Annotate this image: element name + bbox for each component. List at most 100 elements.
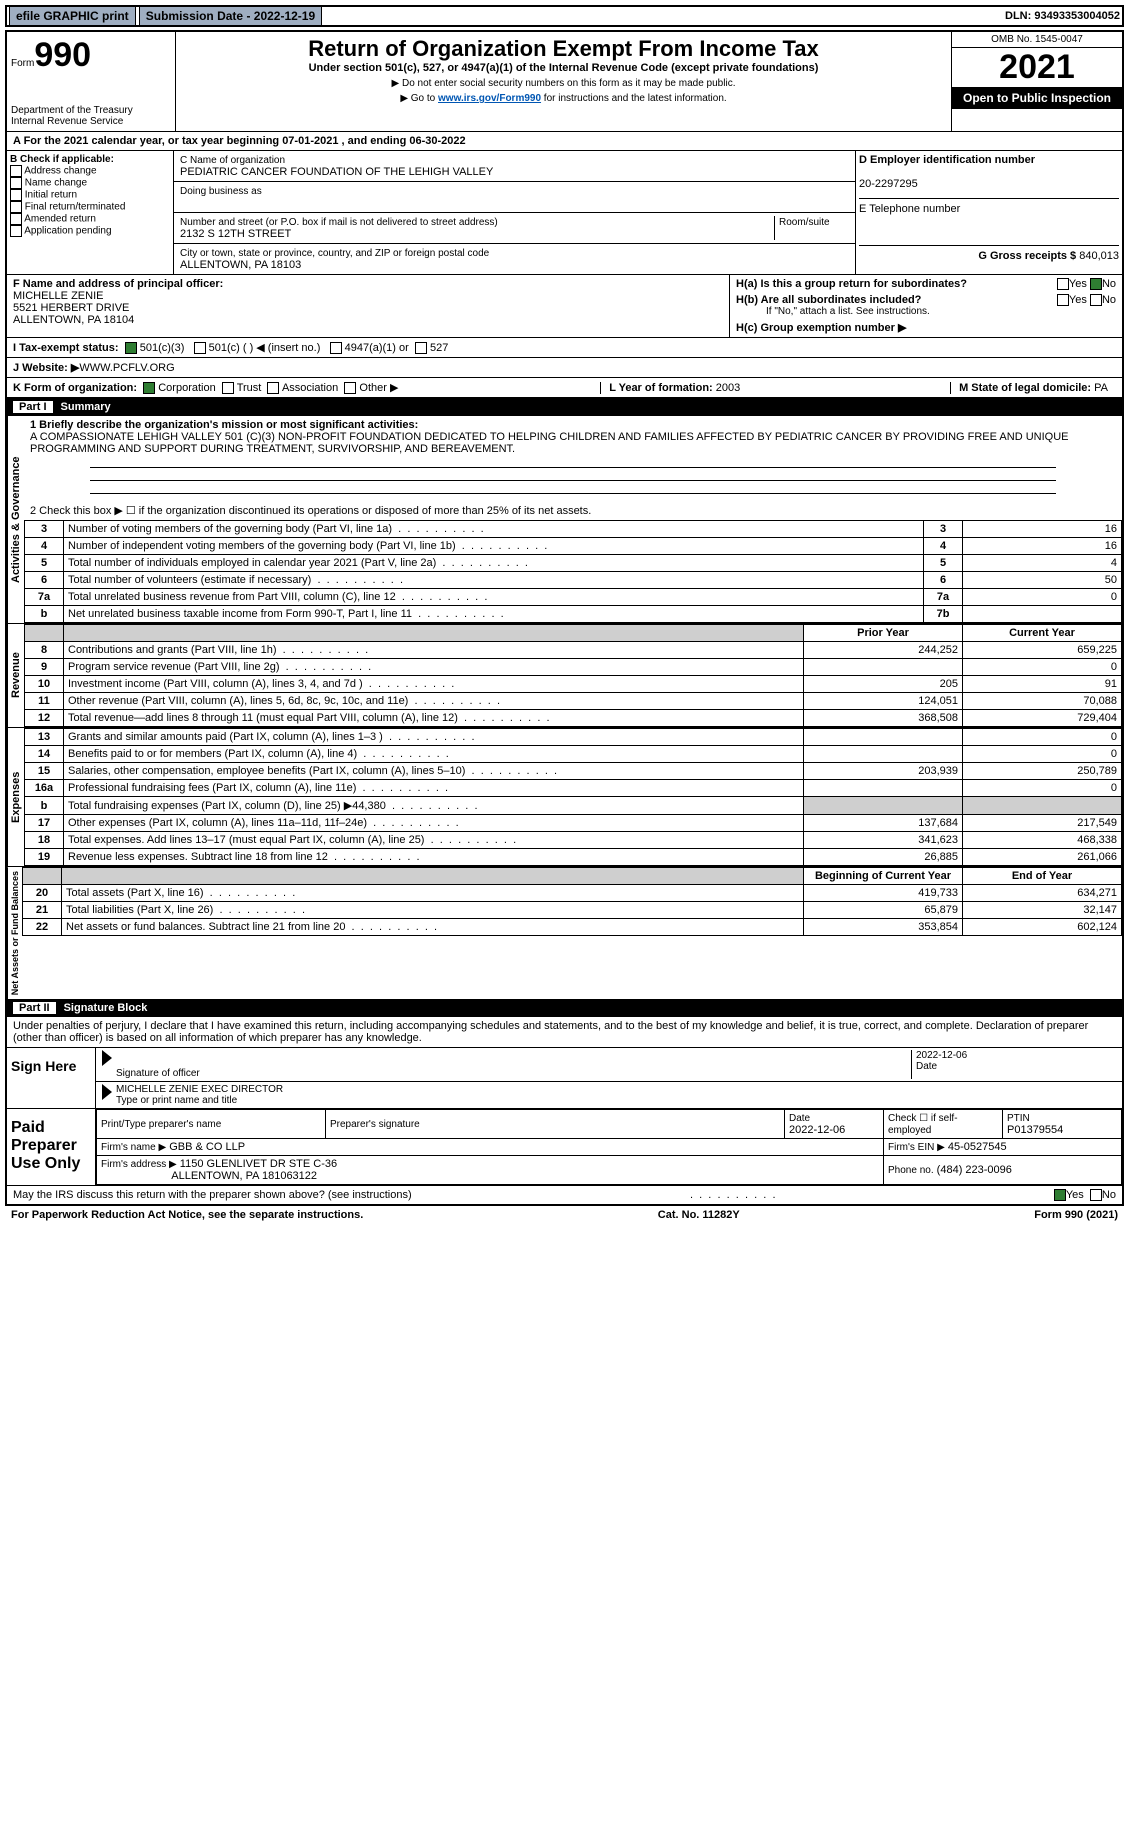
hb-note: If "No," attach a list. See instructions… xyxy=(766,306,1116,317)
officer-addr2: ALLENTOWN, PA 18104 xyxy=(13,314,134,326)
form-container: Form990 Department of the Treasury Inter… xyxy=(5,30,1124,1206)
q2-text: 2 Check this box ▶ ☐ if the organization… xyxy=(24,501,1122,520)
cb-trust[interactable] xyxy=(222,382,234,394)
firm-name: GBB & CO LLP xyxy=(169,1141,245,1153)
tax-year: 2021 xyxy=(952,48,1122,87)
gov-table: 3Number of voting members of the governi… xyxy=(24,520,1122,623)
year-formation-label: L Year of formation: xyxy=(609,382,716,394)
ein-label: D Employer identification number xyxy=(859,154,1035,166)
opt-501c: 501(c) ( ) ◀ (insert no.) xyxy=(209,341,321,354)
exp-table: 13Grants and similar amounts paid (Part … xyxy=(24,728,1122,866)
checkbox-address[interactable] xyxy=(10,165,22,177)
discuss-yes[interactable] xyxy=(1054,1189,1066,1201)
checkbox-pending[interactable] xyxy=(10,225,22,237)
footer-left: For Paperwork Reduction Act Notice, see … xyxy=(11,1209,363,1221)
checkbox-amended[interactable] xyxy=(10,213,22,225)
city-label: City or town, state or province, country… xyxy=(180,248,489,259)
arrow-icon xyxy=(102,1050,112,1066)
cb-other[interactable] xyxy=(344,382,356,394)
mission-q: 1 Briefly describe the organization's mi… xyxy=(30,419,418,431)
self-emp-label: Check ☐ if self-employed xyxy=(888,1113,958,1136)
dln: DLN: 93493353004052 xyxy=(1005,10,1120,22)
row-k: K Form of organization: Corporation Trus… xyxy=(7,378,1122,398)
blank-line xyxy=(90,485,1056,494)
checkbox-name[interactable] xyxy=(10,177,22,189)
col-d: D Employer identification number 20-2297… xyxy=(856,151,1122,274)
footer: For Paperwork Reduction Act Notice, see … xyxy=(5,1206,1124,1224)
form-title: Return of Organization Exempt From Incom… xyxy=(180,36,947,62)
firm-addr1: 1150 GLENLIVET DR STE C-36 xyxy=(180,1158,337,1170)
footer-mid: Cat. No. 11282Y xyxy=(658,1209,740,1221)
firm-phone-label: Phone no. xyxy=(888,1165,934,1176)
cb-527[interactable] xyxy=(415,342,427,354)
ha-yes[interactable] xyxy=(1057,278,1069,290)
cb-assoc[interactable] xyxy=(267,382,279,394)
opt-other: Other ▶ xyxy=(359,382,398,394)
hb-yes[interactable] xyxy=(1057,294,1069,306)
cb-501c3[interactable] xyxy=(125,342,137,354)
officer-addr1: 5521 HERBERT DRIVE xyxy=(13,302,129,314)
firm-ein-label: Firm's EIN ▶ xyxy=(888,1142,945,1153)
sig-date: 2022-12-06 xyxy=(916,1050,967,1061)
open-public: Open to Public Inspection xyxy=(952,87,1122,109)
form-subtitle: Under section 501(c), 527, or 4947(a)(1)… xyxy=(180,62,947,74)
yes-2: Yes xyxy=(1069,294,1087,306)
ha-no[interactable] xyxy=(1090,278,1102,290)
hb-label: H(b) Are all subordinates included? xyxy=(736,294,921,306)
end-year-h: End of Year xyxy=(1012,870,1072,882)
discuss-q: May the IRS discuss this return with the… xyxy=(13,1189,412,1201)
tab-revenue: Revenue xyxy=(7,624,24,727)
room-label: Room/suite xyxy=(779,217,830,228)
col-c: C Name of organization PEDIATRIC CANCER … xyxy=(174,151,856,274)
prior-year-h: Prior Year xyxy=(857,627,909,639)
row-j: J Website: ▶ WWW.PCFLV.ORG xyxy=(7,358,1122,378)
cb-4947[interactable] xyxy=(330,342,342,354)
col-h: H(a) Is this a group return for subordin… xyxy=(730,275,1122,337)
form-org-label: K Form of organization: xyxy=(13,382,137,394)
tax-status-label: I Tax-exempt status: xyxy=(13,342,119,354)
org-name: PEDIATRIC CANCER FOUNDATION OF THE LEHIG… xyxy=(180,166,493,178)
opt-name: Name change xyxy=(25,178,87,189)
form-number: 990 xyxy=(34,36,91,74)
state-value: PA xyxy=(1094,382,1108,394)
cb-corp[interactable] xyxy=(143,382,155,394)
phone-label: E Telephone number xyxy=(859,203,960,215)
ptin-value: P01379554 xyxy=(1007,1124,1063,1136)
beg-year-h: Beginning of Current Year xyxy=(815,870,951,882)
penalty-text: Under penalties of perjury, I declare th… xyxy=(7,1017,1122,1047)
blank-line xyxy=(90,472,1056,481)
omb-no: OMB No. 1545-0047 xyxy=(952,32,1122,48)
firm-ein: 45-0527545 xyxy=(948,1141,1007,1153)
checkbox-final[interactable] xyxy=(10,201,22,213)
col-b: B Check if applicable: Address change Na… xyxy=(7,151,174,274)
opt-4947: 4947(a)(1) or xyxy=(345,342,409,354)
ptin-label: PTIN xyxy=(1007,1113,1030,1124)
opt-pending: Application pending xyxy=(24,226,111,237)
prep-sig-label: Preparer's signature xyxy=(330,1119,420,1130)
firm-addr-label: Firm's address ▶ xyxy=(101,1159,177,1170)
paid-preparer: Paid Preparer Use Only Print/Type prepar… xyxy=(7,1108,1122,1185)
form990-link[interactable]: www.irs.gov/Form990 xyxy=(438,93,541,104)
tab-net: Net Assets or Fund Balances xyxy=(7,867,22,999)
opt-trust: Trust xyxy=(237,382,262,394)
yes-1: Yes xyxy=(1069,278,1087,290)
cb-501c[interactable] xyxy=(194,342,206,354)
ssn-note: ▶ Do not enter social security numbers o… xyxy=(180,78,947,89)
hb-no[interactable] xyxy=(1090,294,1102,306)
net-table: Beginning of Current YearEnd of Year 20T… xyxy=(22,867,1122,936)
sig-name-label: Type or print name and title xyxy=(116,1095,237,1106)
discuss-no[interactable] xyxy=(1090,1189,1102,1201)
website-label: J Website: ▶ xyxy=(13,361,79,374)
checkbox-initial[interactable] xyxy=(10,189,22,201)
part2-label: Part II xyxy=(13,1002,56,1014)
part2-title: Signature Block xyxy=(64,1002,148,1014)
sign-label: Sign Here xyxy=(7,1048,96,1108)
gross-label: G Gross receipts $ xyxy=(978,250,1076,262)
prep-date: 2022-12-06 xyxy=(789,1124,845,1136)
street-label: Number and street (or P.O. box if mail i… xyxy=(180,217,498,228)
paid-label: Paid Preparer Use Only xyxy=(7,1109,96,1185)
prep-name-label: Print/Type preparer's name xyxy=(101,1119,221,1130)
discuss-yes-label: Yes xyxy=(1066,1189,1084,1201)
col-f: F Name and address of principal officer:… xyxy=(7,275,730,337)
topbar: efile GRAPHIC print Submission Date - 20… xyxy=(5,5,1124,27)
